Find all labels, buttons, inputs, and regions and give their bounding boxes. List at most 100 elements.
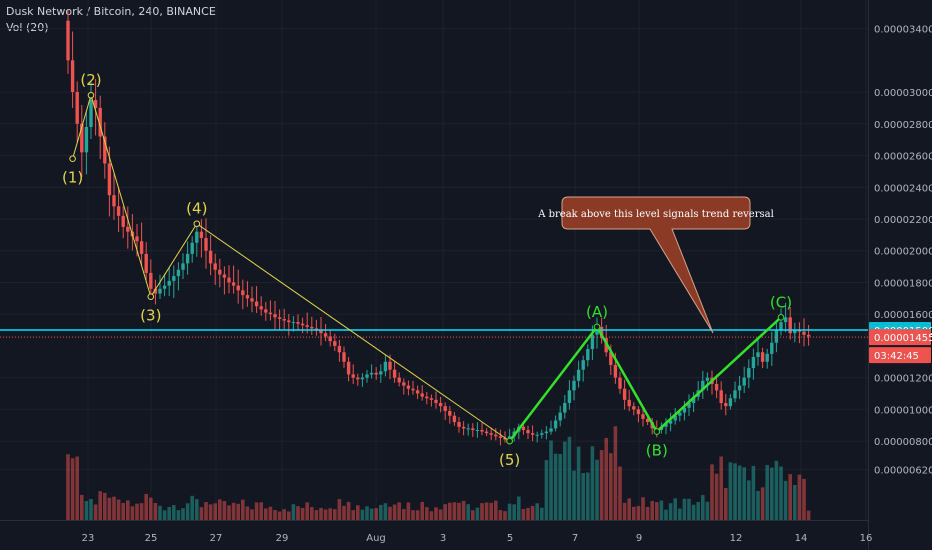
candle-body-144 — [728, 398, 733, 407]
candle-body-102 — [535, 434, 539, 436]
candle-body-23 — [172, 276, 176, 281]
volume-bar-104 — [544, 460, 549, 520]
candle-body-34 — [222, 274, 227, 278]
candle-body-93 — [494, 434, 498, 437]
volume-bar-71 — [392, 504, 397, 520]
volume-bar-88 — [471, 510, 475, 520]
volume-bar-159 — [797, 474, 802, 520]
volume-bar-60 — [342, 505, 346, 520]
volume-bar-1 — [70, 458, 75, 520]
bar-countdown-badge-bg — [869, 347, 931, 364]
candle-body-121 — [622, 388, 627, 400]
candle-body-118 — [609, 352, 613, 365]
candle-body-44 — [268, 312, 273, 315]
volume-bar-18 — [149, 497, 153, 520]
candle-body-78 — [425, 396, 429, 399]
volume-bar-112 — [581, 472, 585, 520]
volume-bar-108 — [563, 441, 567, 520]
volume-bar-99 — [521, 509, 526, 520]
volume-bar-161 — [806, 510, 811, 520]
candle-body-134 — [682, 407, 687, 413]
volume-bar-25 — [181, 508, 185, 520]
volume-bar-2 — [75, 456, 79, 520]
x-tick-label: 3 — [440, 533, 446, 544]
volume-bar-132 — [673, 498, 677, 520]
candle-body-105 — [549, 428, 553, 432]
candle-body-106 — [553, 420, 558, 429]
volume-bar-134 — [682, 498, 687, 520]
impulse-wave-label-2: (3) — [140, 307, 161, 325]
candle-body-94 — [498, 436, 503, 438]
volume-bar-136 — [691, 504, 696, 520]
impulse-wave-point-1 — [87, 91, 95, 99]
x-tick-label: 9 — [636, 533, 642, 544]
candle-body-152 — [765, 353, 769, 362]
volume-bar-10 — [112, 496, 116, 520]
candle-body-11 — [116, 206, 121, 216]
volume-bar-116 — [599, 450, 604, 520]
candle-body-74 — [406, 385, 411, 389]
candle-body-4 — [84, 126, 89, 153]
volume-bar-96 — [507, 503, 512, 520]
candle-body-52 — [305, 325, 309, 327]
candle-body-25 — [181, 263, 185, 270]
candle-body-9 — [107, 163, 112, 196]
candle-body-12 — [121, 215, 125, 227]
y-tick-label: 0.00000620 — [874, 466, 932, 477]
volume-bar-123 — [632, 506, 636, 520]
volume-bar-54 — [314, 510, 319, 520]
volume-bar-32 — [213, 503, 217, 520]
volume-bar-133 — [678, 508, 682, 520]
volume-bar-113 — [586, 472, 590, 520]
candle-body-27 — [190, 242, 194, 254]
volume-bar-100 — [526, 507, 530, 520]
candle-body-36 — [231, 282, 236, 286]
volume-bar-41 — [254, 502, 259, 520]
impulse-wave-label-0: (1) — [62, 169, 83, 187]
volume-bar-145 — [733, 463, 737, 520]
candle-body-10 — [112, 195, 116, 207]
volume-bar-139 — [705, 501, 710, 520]
candle-body-114 — [590, 334, 595, 350]
candle-body-77 — [420, 393, 424, 397]
correction-wave-point-1 — [593, 323, 601, 331]
volume-bar-43 — [264, 508, 268, 520]
volume-bar-15 — [135, 503, 139, 520]
volume-bar-44 — [268, 506, 273, 520]
volume-bar-81 — [438, 509, 443, 520]
volume-bar-47 — [282, 509, 286, 520]
candle-body-149 — [751, 357, 756, 369]
volume-bar-155 — [779, 466, 783, 520]
candle-body-61 — [346, 361, 351, 375]
volume-bar-109 — [567, 436, 572, 520]
volume-bar-46 — [277, 511, 282, 520]
candle-body-42 — [259, 306, 263, 310]
candle-body-46 — [277, 317, 282, 319]
elliott-waves: (1) (2) (3) (4) (5) (A) (B) (C) — [62, 71, 792, 469]
volume-bar-20 — [158, 505, 162, 520]
volume-bar-78 — [425, 507, 429, 520]
volume-bar-16 — [139, 503, 144, 520]
volume-bar-66 — [369, 508, 374, 520]
volume-bar-89 — [475, 507, 480, 520]
volume-bar-151 — [760, 487, 765, 520]
volume-bar-57 — [328, 508, 332, 520]
volume-bar-8 — [103, 492, 107, 520]
volume-bar-36 — [231, 502, 236, 520]
volume-bar-14 — [130, 506, 135, 520]
volume-bar-45 — [273, 510, 277, 520]
candle-body-13 — [126, 226, 130, 232]
candle-body-120 — [618, 377, 622, 389]
candle-body-95 — [503, 437, 507, 440]
candle-body-17 — [144, 253, 148, 273]
candle-body-37 — [236, 285, 240, 291]
candle-body-160 — [802, 331, 806, 335]
candle-body-151 — [760, 352, 765, 362]
volume-bar-22 — [167, 507, 171, 520]
y-tick-label: 0.00003400 — [874, 25, 932, 36]
volume-bar-150 — [756, 490, 760, 520]
x-tick-label: 5 — [507, 533, 513, 544]
volume-bar-115 — [595, 459, 599, 520]
candle-body-55 — [319, 330, 323, 334]
